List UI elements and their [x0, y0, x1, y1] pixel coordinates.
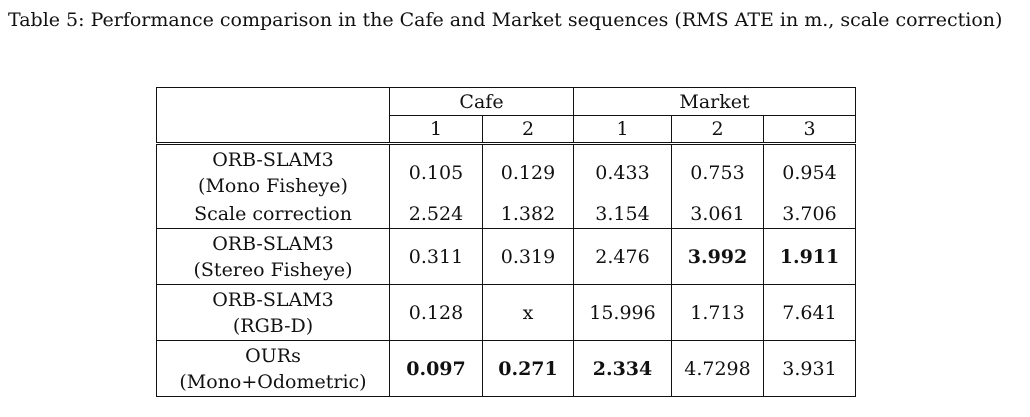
- value-cell: 1.911: [762, 228, 857, 285]
- table-caption: Table 5: Performance comparison in the C…: [8, 9, 1003, 31]
- table-row: ORB-SLAM3 (Mono Fisheye) 0.105 0.129 0.4…: [156, 142, 857, 200]
- value-cell: 0.753: [671, 142, 764, 200]
- value-cell: 0.954: [762, 142, 857, 200]
- method-variant: (Mono+Odometric): [179, 370, 367, 393]
- subheader-cafe-2: 2: [482, 115, 574, 144]
- method-name: ORB-SLAM3: [212, 288, 334, 311]
- method-cell: ORB-SLAM3 (Stereo Fisheye): [156, 228, 390, 285]
- table-row: OURs (Mono+Odometric) 0.097 0.271 2.334 …: [156, 340, 857, 397]
- method-name: ORB-SLAM3: [212, 148, 334, 171]
- value-cell: 0.271: [482, 340, 574, 397]
- value-cell: 0.433: [573, 142, 672, 200]
- value-cell: 3.154: [573, 200, 672, 229]
- method-cell: OURs (Mono+Odometric): [156, 340, 390, 397]
- value-cell: 2.524: [389, 200, 483, 229]
- value-cell: 15.996: [573, 284, 672, 341]
- value-cell: x: [482, 284, 574, 341]
- table-row: Scale correction 2.524 1.382 3.154 3.061…: [156, 200, 857, 229]
- header-corner-cell: [156, 115, 390, 144]
- subheader-market-1: 1: [573, 115, 672, 144]
- method-variant: (Mono Fisheye): [198, 174, 348, 197]
- value-cell: 0.319: [482, 228, 574, 285]
- header-corner-cell: [156, 87, 390, 116]
- group-header-cafe: Cafe: [389, 87, 574, 116]
- value-cell: 4.7298: [671, 340, 764, 397]
- value-cell: 3.931: [762, 340, 857, 397]
- value-cell: 0.097: [389, 340, 483, 397]
- value-cell: 0.105: [389, 142, 483, 200]
- table-subheader-row: 1 2 1 2 3: [156, 115, 857, 144]
- method-name: ORB-SLAM3: [212, 232, 334, 255]
- value-cell: 0.128: [389, 284, 483, 341]
- subheader-cafe-1: 1: [389, 115, 483, 144]
- table-row: ORB-SLAM3 (Stereo Fisheye) 0.311 0.319 2…: [156, 228, 857, 285]
- method-cell: Scale correction: [156, 200, 390, 229]
- table-header-row: Cafe Market: [156, 87, 857, 116]
- group-header-market: Market: [572, 87, 857, 116]
- method-variant: (Stereo Fisheye): [193, 258, 353, 281]
- value-cell: 2.334: [573, 340, 672, 397]
- results-table: Cafe Market 1 2 1 2 3 ORB-SLAM3 (Mono Fi…: [156, 87, 857, 397]
- method-cell: ORB-SLAM3 (Mono Fisheye): [156, 142, 390, 200]
- value-cell: 3.992: [671, 228, 764, 285]
- value-cell: 0.129: [482, 142, 574, 200]
- value-cell: 7.641: [762, 284, 857, 341]
- subheader-market-2: 2: [671, 115, 764, 144]
- value-cell: 1.713: [671, 284, 764, 341]
- value-cell: 3.706: [762, 200, 857, 229]
- method-name: OURs: [245, 344, 301, 367]
- table-row: ORB-SLAM3 (RGB-D) 0.128 x 15.996 1.713 7…: [156, 284, 857, 341]
- value-cell: 2.476: [573, 228, 672, 285]
- value-cell: 3.061: [671, 200, 764, 229]
- method-cell: ORB-SLAM3 (RGB-D): [156, 284, 390, 341]
- method-variant: (RGB-D): [232, 314, 314, 337]
- value-cell: 0.311: [389, 228, 483, 285]
- subheader-market-3: 3: [762, 115, 857, 144]
- value-cell: 1.382: [482, 200, 574, 229]
